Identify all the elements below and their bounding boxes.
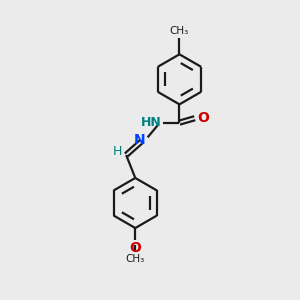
Text: HN: HN <box>140 116 161 129</box>
Text: O: O <box>129 241 141 255</box>
Text: CH₃: CH₃ <box>170 26 189 36</box>
Text: N: N <box>134 133 145 147</box>
Text: H: H <box>112 145 122 158</box>
Text: O: O <box>198 111 210 125</box>
Text: CH₃: CH₃ <box>126 254 145 264</box>
